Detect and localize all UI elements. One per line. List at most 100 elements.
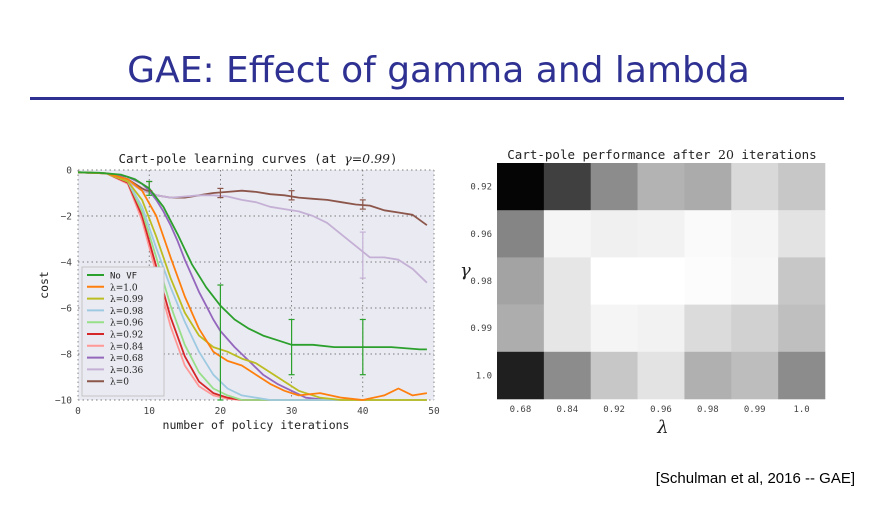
y-tick-label: −6 [61, 304, 73, 315]
series-layer [77, 171, 428, 401]
heatmap-cell [731, 257, 779, 305]
series-line-0-98 [77, 171, 427, 401]
heatmap-x-axis-label: λ [656, 417, 668, 438]
heatmap-x-tick-label: 0.98 [697, 405, 719, 415]
slide-title: GAE: Effect of gamma and lambda [127, 50, 750, 91]
heatmap-cell [543, 210, 592, 258]
heatmap-cell [543, 163, 592, 211]
errorbar-layer [146, 180, 366, 401]
heatmap-cell [590, 257, 638, 305]
heatmap-cell [778, 210, 826, 258]
y-tick-label: 0 [66, 166, 72, 177]
heatmap-cell [637, 257, 685, 305]
heatmap-cell [590, 163, 638, 211]
heatmap-cell [778, 163, 826, 211]
heatmap-cell [778, 351, 826, 400]
heatmap-cell [778, 304, 826, 353]
heatmap-cell [497, 163, 545, 211]
title-underline [30, 97, 844, 100]
heatmap-x-tick-label: 0.99 [744, 405, 766, 415]
heatmap-cell [684, 163, 732, 211]
heatmap-cells [497, 163, 826, 400]
x-tick-label: 50 [428, 406, 440, 417]
learning-curves-chart: Cart-pole learning curves (at γ=0.99) 0 1… [37, 151, 440, 432]
line-legend: No VFλ=1.0 λ=0.99 λ=0.98 λ=0.96 λ=0.92λ=0.84… [81, 266, 165, 397]
legend-label-0-36: λ=0.36 [110, 366, 144, 376]
heatmap-x-tick-label: 0.68 [510, 405, 532, 415]
heatmap-cell [637, 304, 685, 353]
errorbar-0 [359, 199, 366, 210]
errorbar-no-vf [359, 318, 366, 376]
errorbar-no-vf [288, 318, 295, 376]
heatmap-y-tick-label: 0.98 [470, 277, 492, 287]
x-tick-label: 0 [75, 406, 81, 417]
errorbar-0 [288, 190, 295, 201]
heatmap-y-axis-label: γ [460, 260, 471, 281]
tick-labels: 0 10 20 30 40 50 0 −2 −4 −6 −8 −10 [55, 166, 440, 418]
x-tick-label: 20 [215, 406, 227, 417]
heatmap-x-tick-label: 0.92 [603, 405, 625, 415]
errorbar-no-vf [146, 180, 153, 196]
heatmap-cell [497, 210, 545, 258]
heatmap-cell [684, 351, 732, 400]
y-tick-label: −4 [61, 258, 73, 269]
legend-box [81, 266, 165, 397]
heatmap-cell [543, 304, 592, 353]
legend-label-1-0: λ=1.0 [110, 283, 138, 293]
heatmap-y-tick-label: 0.92 [470, 183, 492, 193]
heatmap-x-tick-label: 0.84 [556, 405, 578, 415]
legend-label-0-68: λ=0.68 [110, 354, 144, 364]
heatmap-cell [590, 351, 638, 400]
heatmap-cell [637, 210, 685, 258]
heatmap-title: Cart-pole performance after 20 iteration… [507, 147, 816, 162]
heatmap-cell [731, 210, 779, 258]
heatmap-cell [590, 304, 638, 353]
legend-label-0-98: λ=0.98 [110, 307, 144, 317]
errorbar-0-36 [359, 231, 366, 279]
line-x-axis-label: number of policy iterations [163, 418, 350, 432]
legend-label-no-vf: No VF [110, 272, 137, 282]
heatmap-cell [684, 210, 732, 258]
heatmap-cell [778, 257, 826, 305]
series-line-0-99 [77, 171, 427, 401]
legend-label-0-84: λ=0.84 [110, 342, 144, 352]
heatmap-cell [731, 304, 779, 353]
legend-label-0-96: λ=0.96 [110, 319, 144, 329]
heatmap-cell [637, 351, 685, 400]
heatmap-cell [731, 351, 779, 400]
x-tick-label: 40 [357, 406, 369, 417]
y-tick-label: −8 [61, 350, 73, 361]
line-y-axis-label: cost [37, 271, 51, 299]
heatmap-x-tick-label: 0.96 [650, 405, 672, 415]
heatmap-cell [684, 257, 732, 305]
errorbar-no-vf [217, 284, 224, 401]
heatmap-x-tick-label: 1.0 [793, 405, 809, 415]
heatmap-y-tick-label: 0.99 [470, 324, 492, 334]
heatmap-cell [543, 257, 592, 305]
legend-label-0-99: λ=0.99 [110, 295, 144, 305]
heatmap-cell [590, 210, 638, 258]
heatmap-cell [684, 304, 732, 353]
performance-heatmap: Cart-pole performance after 20 iteration… [460, 147, 826, 438]
legend-label-0: λ=0 [110, 378, 129, 388]
series-line-0-68 [77, 171, 427, 401]
line-chart-title: Cart-pole learning curves (at γ=0.99) [118, 151, 397, 166]
citation: [Schulman et al, 2016 -- GAE] [655, 470, 855, 487]
legend-label-0-92: λ=0.92 [110, 331, 143, 341]
y-tick-label: −10 [55, 396, 72, 407]
heatmap-cell [543, 351, 592, 400]
x-tick-label: 30 [286, 406, 298, 417]
heatmap-cell [731, 163, 779, 211]
x-tick-label: 10 [143, 406, 155, 417]
heatmap-cell [637, 163, 685, 211]
heatmap-cell [497, 304, 545, 353]
heatmap-y-tick-label: 0.96 [470, 230, 492, 240]
heatmap-cell [497, 257, 545, 305]
heatmap-cell [497, 351, 545, 400]
heatmap-tick-labels: 0.68 0.84 0.92 0.96 0.98 0.99 1.0 0.92 0.96 0.98 0… [470, 183, 809, 415]
heatmap-y-tick-label: 1.0 [476, 371, 492, 381]
series-line-1-0 [77, 171, 428, 401]
series-line-no-vf [77, 171, 427, 351]
errorbar-0 [217, 187, 224, 199]
y-tick-label: −2 [61, 212, 72, 223]
